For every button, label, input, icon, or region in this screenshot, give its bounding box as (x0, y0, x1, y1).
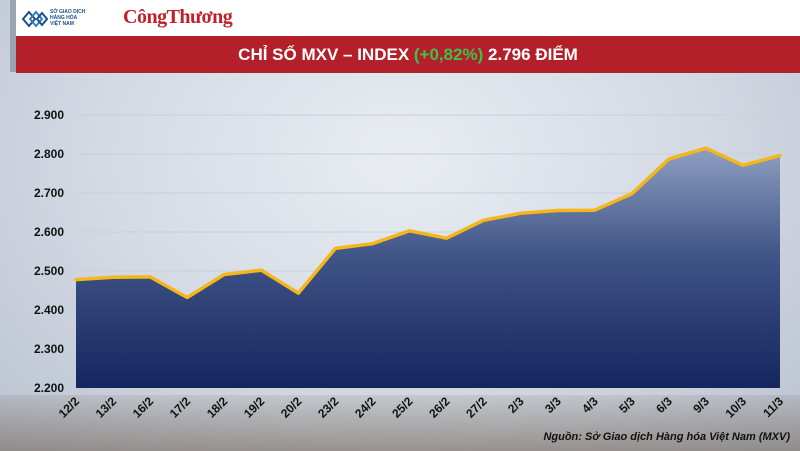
x-tick-label: 2/3 (505, 394, 527, 416)
y-tick-label: 2.900 (34, 108, 64, 122)
x-tick-label: 16/2 (130, 394, 157, 421)
mxv-logo[interactable]: SỞ GIAO DỊCH HÀNG HÓA VIỆT NAM (22, 6, 112, 32)
left-accent-bar (10, 0, 16, 72)
x-tick-label: 9/3 (690, 394, 712, 416)
index-area (76, 148, 780, 388)
x-tick-label: 11/3 (760, 394, 786, 420)
y-tick-label: 2.500 (34, 264, 64, 278)
y-tick-label: 2.300 (34, 342, 64, 356)
x-tick-label: 27/2 (463, 394, 490, 421)
y-tick-label: 2.400 (34, 303, 64, 317)
y-tick-label: 2.700 (34, 186, 64, 200)
x-tick-label: 19/2 (241, 394, 268, 421)
x-tick-label: 4/3 (579, 394, 601, 416)
title-band (16, 36, 800, 73)
source-note: Nguồn: Sở Giao dịch Hàng hóa Việt Nam (M… (543, 431, 790, 443)
title-prefix: CHỈ SỐ MXV – INDEX (238, 45, 414, 64)
header-bar (16, 0, 800, 36)
x-tick-label: 6/3 (653, 394, 675, 416)
y-tick-label: 2.800 (34, 147, 64, 161)
background-bottom-strip (0, 395, 800, 451)
x-tick-label: 5/3 (616, 394, 638, 416)
x-tick-label: 18/2 (204, 394, 231, 421)
x-tick-label: 12/2 (56, 394, 83, 421)
x-tick-label: 26/2 (426, 394, 453, 421)
x-tick-label: 10/3 (723, 394, 750, 421)
logo-line: HÀNG HÓA (50, 15, 78, 21)
title-suffix: 2.796 ĐIỂM (483, 45, 578, 64)
congthuong-logo[interactable]: CôngThương (123, 6, 233, 28)
x-axis: 12/2 13/2 16/2 17/2 18/2 19/2 20/2 23/2 24/2 25/2… (56, 394, 787, 421)
x-tick-label: 23/2 (315, 394, 342, 421)
x-tick-label: 24/2 (352, 394, 379, 421)
logo-line: VIỆT NAM (50, 21, 74, 27)
y-tick-label: 2.200 (34, 381, 64, 395)
mxv-logo-text: SỞ GIAO DỊCH HÀNG HÓA VIỆT NAM (50, 9, 110, 27)
y-axis: 2.200 2.300 2.400 2.500 2.600 2.700 2.800 2.900 (34, 108, 64, 395)
chart-title: CHỈ SỐ MXV – INDEX (+0,82%) 2.796 ĐIỂM (16, 36, 800, 73)
title-change: (+0,82%) (413, 45, 484, 64)
index-line (74, 146, 782, 300)
logo-line: SỞ GIAO DỊCH (50, 9, 86, 15)
y-tick-label: 2.600 (34, 225, 64, 239)
mxv-logo-icon (22, 10, 48, 28)
x-tick-label: 25/2 (389, 394, 416, 421)
x-tick-label: 3/3 (542, 394, 564, 416)
x-tick-label: 17/2 (167, 394, 194, 421)
x-tick-label: 13/2 (93, 394, 120, 421)
x-tick-label: 20/2 (278, 394, 305, 421)
